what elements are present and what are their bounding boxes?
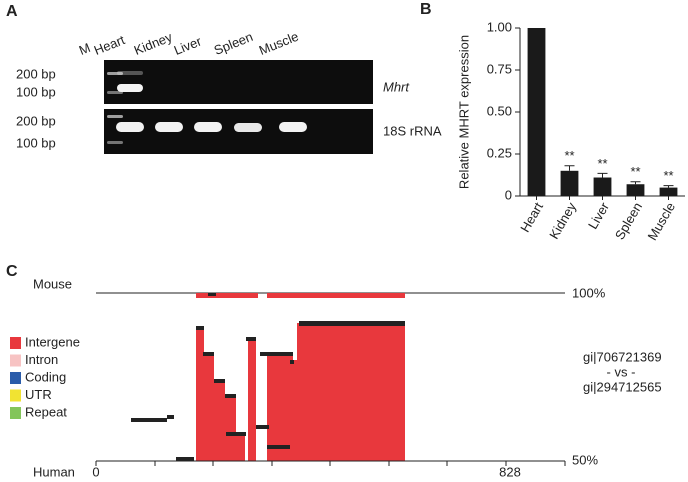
- band: [117, 71, 143, 75]
- legend-swatch: [10, 389, 21, 402]
- error-bar: [663, 185, 674, 188]
- axis-label: 828: [499, 464, 521, 479]
- axis-ticks: [95, 461, 566, 466]
- track-label: Human: [33, 464, 75, 479]
- alignment-dashes: [131, 321, 405, 461]
- legend-label: Intron: [25, 352, 58, 367]
- size-label: 100 bp: [16, 84, 56, 99]
- percent-label: 100%: [572, 285, 606, 300]
- y-tick-label: 0: [505, 187, 512, 202]
- legend-label: Intergene: [25, 334, 80, 349]
- legend-swatch: [10, 372, 21, 384]
- legend: Intergene Intron Coding UTR Repeat: [10, 334, 80, 419]
- size-label: 200 bp: [16, 113, 56, 128]
- x-tick-label: Heart: [517, 199, 546, 234]
- legend-swatch: [10, 407, 21, 419]
- y-tick-label: 1.00: [487, 19, 512, 34]
- mouse-feature: [267, 293, 405, 298]
- band: [107, 141, 123, 144]
- legend-label: UTR: [25, 387, 52, 402]
- comparison-label: gi|706721369: [583, 349, 662, 364]
- gene-label: Mhrt: [383, 79, 410, 94]
- bar: [593, 177, 612, 196]
- lane-label: Muscle: [257, 29, 301, 58]
- band: [116, 122, 144, 132]
- legend-swatch: [10, 337, 21, 349]
- legend-swatch: [10, 354, 21, 367]
- legend-label: Coding: [25, 369, 66, 384]
- legend-label: Repeat: [25, 404, 67, 419]
- significance: **: [663, 168, 673, 183]
- gene-label: 18S rRNA: [383, 123, 442, 138]
- y-axis-title: Relative MHRT expression: [456, 35, 471, 189]
- error-bar: [564, 165, 575, 171]
- track-label: Mouse: [33, 276, 72, 291]
- percent-label: 50%: [572, 452, 598, 467]
- bands: [107, 71, 307, 144]
- error-bar: [597, 172, 608, 178]
- x-tick-label: Muscle: [644, 200, 678, 243]
- size-label: 200 bp: [16, 66, 56, 81]
- bar: [659, 187, 678, 196]
- x-tick-label: Kidney: [546, 199, 579, 241]
- x-tick-label: Liver: [585, 199, 612, 231]
- lane-label: Heart: [92, 32, 127, 58]
- band: [279, 122, 307, 132]
- mouse-feature: [208, 293, 216, 296]
- bar: [626, 184, 645, 196]
- x-tick-label: Spleen: [612, 200, 645, 243]
- conserved-region: [196, 330, 245, 461]
- error-bar: [630, 181, 641, 185]
- comparison-label: - vs -: [607, 364, 636, 379]
- bar-chart: B Relative MHRT expression 0 0.25 0.50 0.75…: [420, 1, 685, 243]
- y-tick-label: 0.75: [487, 61, 512, 76]
- significance: **: [630, 164, 640, 179]
- significance: **: [597, 156, 607, 171]
- band: [117, 84, 143, 92]
- band: [234, 123, 262, 132]
- conservation-plot: [196, 323, 405, 461]
- lane-label: M: [77, 40, 93, 58]
- band: [107, 115, 123, 118]
- bar: [527, 28, 546, 196]
- band: [194, 122, 222, 132]
- significance: **: [564, 148, 574, 163]
- gel: [104, 60, 373, 104]
- y-tick-label: 0.50: [487, 103, 512, 118]
- axis-label: 0: [92, 464, 99, 479]
- size-label: 100 bp: [16, 135, 56, 150]
- band: [155, 122, 183, 132]
- band: [107, 72, 123, 75]
- lane-label: Liver: [172, 33, 204, 58]
- lane-label: Spleen: [212, 29, 255, 58]
- lane-label: Kidney: [132, 29, 175, 58]
- band: [107, 91, 123, 94]
- mouse-feature: [196, 293, 258, 298]
- panel-label: B: [420, 1, 432, 18]
- bar: [560, 170, 579, 196]
- conserved-region: [248, 341, 256, 461]
- conserved-region: [267, 323, 405, 461]
- panel-label: A: [6, 3, 18, 20]
- panel-label: C: [6, 263, 18, 280]
- y-tick-label: 0.25: [487, 145, 512, 160]
- comparison-label: gi|294712565: [583, 379, 662, 394]
